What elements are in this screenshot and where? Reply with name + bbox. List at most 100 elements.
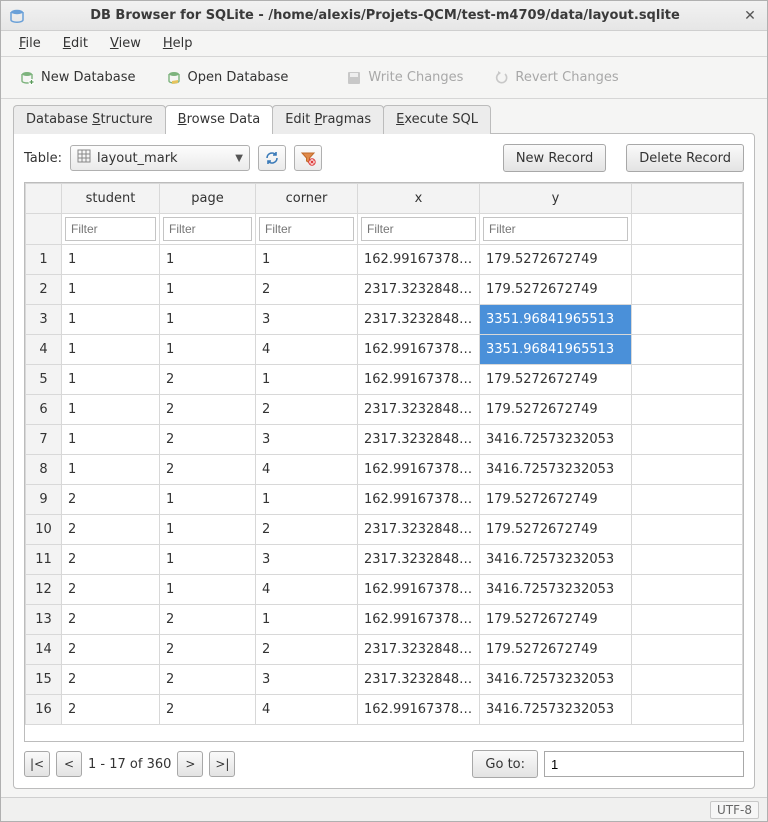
cell-student[interactable]: 2 bbox=[62, 695, 160, 725]
cell-page[interactable]: 1 bbox=[160, 335, 256, 365]
cell-student[interactable]: 1 bbox=[62, 365, 160, 395]
cell-y[interactable]: 3416.72573232053 bbox=[480, 425, 632, 455]
row-header[interactable]: 13 bbox=[26, 605, 62, 635]
cell-corner[interactable]: 2 bbox=[256, 515, 358, 545]
cell-y[interactable]: 179.5272672749 bbox=[480, 605, 632, 635]
next-page-button[interactable]: > bbox=[177, 751, 203, 777]
cell-x[interactable]: 162.991673781... bbox=[358, 365, 480, 395]
cell-corner[interactable]: 4 bbox=[256, 455, 358, 485]
row-header[interactable]: 14 bbox=[26, 635, 62, 665]
row-header[interactable]: 8 bbox=[26, 455, 62, 485]
first-page-button[interactable]: |< bbox=[24, 751, 50, 777]
column-header-y[interactable]: y bbox=[480, 184, 632, 214]
cell-student[interactable]: 1 bbox=[62, 305, 160, 335]
filter-input-page[interactable] bbox=[163, 217, 252, 241]
cell-corner[interactable]: 3 bbox=[256, 425, 358, 455]
cell-y[interactable]: 3416.72573232053 bbox=[480, 545, 632, 575]
tab-database-structure[interactable]: Database Structure bbox=[13, 105, 166, 134]
cell-x[interactable]: 162.991673781... bbox=[358, 605, 480, 635]
goto-input[interactable] bbox=[544, 751, 744, 777]
cell-corner[interactable]: 3 bbox=[256, 305, 358, 335]
cell-corner[interactable]: 4 bbox=[256, 575, 358, 605]
tab-execute-sql[interactable]: Execute SQL bbox=[383, 105, 491, 134]
filter-input-y[interactable] bbox=[483, 217, 628, 241]
cell-y[interactable]: 179.5272672749 bbox=[480, 275, 632, 305]
cell-y[interactable]: 3416.72573232053 bbox=[480, 665, 632, 695]
cell-student[interactable]: 1 bbox=[62, 455, 160, 485]
table-row[interactable]: 21122317.32328485...179.5272672749 bbox=[26, 275, 743, 305]
column-header-page[interactable]: page bbox=[160, 184, 256, 214]
table-row[interactable]: 9211162.991673781...179.5272672749 bbox=[26, 485, 743, 515]
table-row[interactable]: 61222317.32328485...179.5272672749 bbox=[26, 395, 743, 425]
cell-page[interactable]: 2 bbox=[160, 455, 256, 485]
cell-page[interactable]: 1 bbox=[160, 515, 256, 545]
row-header[interactable]: 2 bbox=[26, 275, 62, 305]
cell-corner[interactable]: 2 bbox=[256, 635, 358, 665]
row-header[interactable]: 15 bbox=[26, 665, 62, 695]
cell-corner[interactable]: 1 bbox=[256, 245, 358, 275]
cell-student[interactable]: 2 bbox=[62, 635, 160, 665]
tab-edit-pragmas[interactable]: Edit Pragmas bbox=[272, 105, 384, 134]
row-header[interactable]: 5 bbox=[26, 365, 62, 395]
cell-corner[interactable]: 4 bbox=[256, 695, 358, 725]
cell-page[interactable]: 2 bbox=[160, 605, 256, 635]
menu-view[interactable]: View bbox=[100, 33, 151, 54]
new-database-button[interactable]: New Database bbox=[13, 66, 142, 90]
cell-page[interactable]: 1 bbox=[160, 485, 256, 515]
cell-student[interactable]: 2 bbox=[62, 545, 160, 575]
row-header[interactable]: 10 bbox=[26, 515, 62, 545]
row-header[interactable]: 7 bbox=[26, 425, 62, 455]
cell-page[interactable]: 2 bbox=[160, 665, 256, 695]
cell-y[interactable]: 3416.72573232053 bbox=[480, 575, 632, 605]
cell-student[interactable]: 2 bbox=[62, 575, 160, 605]
column-header-student[interactable]: student bbox=[62, 184, 160, 214]
tab-browse-data[interactable]: Browse Data bbox=[165, 105, 274, 134]
goto-button[interactable]: Go to: bbox=[472, 750, 538, 778]
table-row[interactable]: 71232317.32328485...3416.72573232053 bbox=[26, 425, 743, 455]
table-row[interactable]: 5121162.991673781...179.5272672749 bbox=[26, 365, 743, 395]
column-header-corner[interactable]: corner bbox=[256, 184, 358, 214]
row-header[interactable]: 6 bbox=[26, 395, 62, 425]
filter-input-corner[interactable] bbox=[259, 217, 354, 241]
cell-corner[interactable]: 1 bbox=[256, 485, 358, 515]
menu-help[interactable]: Help bbox=[153, 33, 203, 54]
filter-input-x[interactable] bbox=[361, 217, 476, 241]
cell-y[interactable]: 179.5272672749 bbox=[480, 365, 632, 395]
cell-y[interactable]: 179.5272672749 bbox=[480, 515, 632, 545]
cell-student[interactable]: 1 bbox=[62, 395, 160, 425]
refresh-button[interactable] bbox=[258, 145, 286, 171]
cell-y[interactable]: 179.5272672749 bbox=[480, 395, 632, 425]
cell-corner[interactable]: 1 bbox=[256, 605, 358, 635]
cell-x[interactable]: 2317.32328485... bbox=[358, 395, 480, 425]
menu-file[interactable]: File bbox=[9, 33, 51, 54]
cell-x[interactable]: 162.991673781... bbox=[358, 455, 480, 485]
table-row[interactable]: 8124162.991673781...3416.72573232053 bbox=[26, 455, 743, 485]
cell-x[interactable]: 2317.32328485... bbox=[358, 545, 480, 575]
data-grid-scroll[interactable]: studentpagecornerxy 1111162.991673781...… bbox=[25, 183, 743, 741]
table-row[interactable]: 1111162.991673781...179.5272672749 bbox=[26, 245, 743, 275]
delete-record-button[interactable]: Delete Record bbox=[626, 144, 744, 172]
cell-page[interactable]: 1 bbox=[160, 275, 256, 305]
row-header[interactable]: 16 bbox=[26, 695, 62, 725]
cell-corner[interactable]: 4 bbox=[256, 335, 358, 365]
cell-x[interactable]: 2317.32328485... bbox=[358, 275, 480, 305]
cell-page[interactable]: 2 bbox=[160, 395, 256, 425]
cell-student[interactable]: 2 bbox=[62, 605, 160, 635]
cell-y[interactable]: 179.5272672749 bbox=[480, 635, 632, 665]
table-select[interactable]: layout_mark ▼ bbox=[70, 145, 250, 171]
cell-student[interactable]: 1 bbox=[62, 335, 160, 365]
table-row[interactable]: 112132317.32328485...3416.72573232053 bbox=[26, 545, 743, 575]
cell-corner[interactable]: 1 bbox=[256, 365, 358, 395]
cell-y[interactable]: 3351.96841965513 bbox=[480, 305, 632, 335]
cell-y[interactable]: 3351.96841965513 bbox=[480, 335, 632, 365]
cell-x[interactable]: 2317.32328485... bbox=[358, 305, 480, 335]
row-header[interactable]: 11 bbox=[26, 545, 62, 575]
cell-page[interactable]: 1 bbox=[160, 245, 256, 275]
row-header[interactable]: 1 bbox=[26, 245, 62, 275]
table-row[interactable]: 31132317.32328485...3351.96841965513 bbox=[26, 305, 743, 335]
filter-input-student[interactable] bbox=[65, 217, 156, 241]
cell-student[interactable]: 1 bbox=[62, 275, 160, 305]
cell-page[interactable]: 1 bbox=[160, 305, 256, 335]
cell-student[interactable]: 1 bbox=[62, 245, 160, 275]
prev-page-button[interactable]: < bbox=[56, 751, 82, 777]
